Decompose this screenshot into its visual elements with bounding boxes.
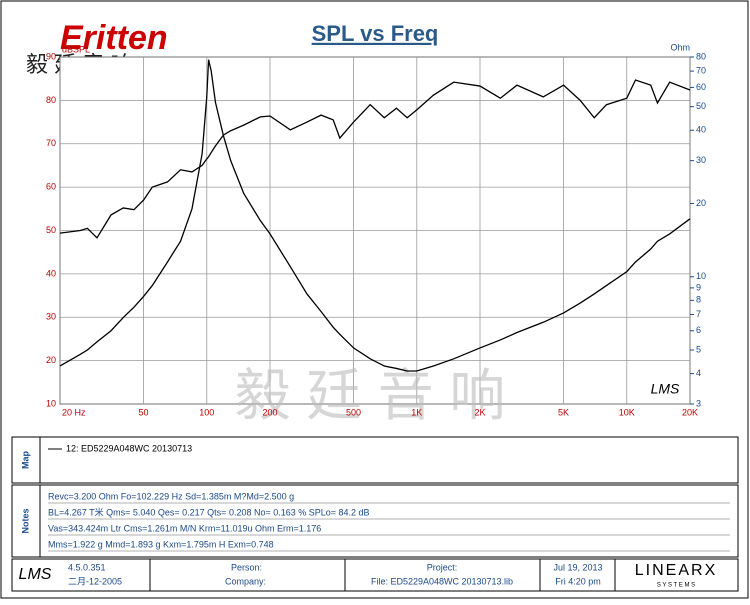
y2-tick-label: 80	[696, 51, 706, 61]
series-line	[59, 79, 691, 239]
x-tick-label: 100	[199, 407, 214, 417]
y2-tick-label: 5	[696, 344, 701, 354]
date-code: 二月-12-2005	[68, 576, 122, 586]
chart-title: SPL vs Freq	[312, 21, 439, 46]
y2-tick-label: 10	[696, 271, 706, 281]
x-tick-label: 500	[346, 407, 361, 417]
watermark: 毅 廷 音 响	[235, 364, 506, 427]
footer-logo: LMS	[19, 566, 52, 583]
x-tick-label: 5K	[558, 407, 569, 417]
y-tick-label: 40	[46, 268, 56, 278]
y-tick-label: 80	[46, 95, 56, 105]
note-line: Revc=3.200 Ohm Fo=102.229 Hz Sd=1.385m M…	[48, 491, 294, 501]
note-line: Mms=1.922 g Mmd=1.893 g Kxm=1.795m H Exm…	[48, 539, 274, 549]
y2-tick-label: 30	[696, 155, 706, 165]
map-label: Map	[20, 450, 30, 469]
y-tick-label: 70	[46, 138, 56, 148]
date: Jul 19, 2013	[553, 562, 602, 572]
x-tick-label: 20 Hz	[62, 407, 86, 417]
brand: LINEARX	[635, 562, 717, 579]
y2-tick-label: 3	[696, 398, 701, 408]
lms-mark: LMS	[651, 381, 680, 397]
legend-entry: 12: ED5229A048WC 20130713	[66, 443, 192, 453]
notes-label: Notes	[20, 508, 30, 533]
person: Person:	[231, 562, 262, 572]
y-tick-label: 20	[46, 355, 56, 365]
x-tick-label: 50	[139, 407, 149, 417]
y-tick-label: 60	[46, 182, 56, 192]
brand-sub: S Y S T E M S	[657, 583, 695, 589]
y2-tick-label: 9	[696, 282, 701, 292]
y-tick-label: 10	[46, 398, 56, 408]
y2-tick-label: 60	[696, 82, 706, 92]
map-panel	[11, 436, 739, 484]
series-line	[59, 59, 691, 372]
time: Fri 4:20 pm	[555, 576, 601, 586]
version: 4.5.0.351	[68, 562, 106, 572]
company: Company:	[225, 576, 266, 586]
y-tick-label: 90	[46, 51, 56, 61]
y2-tick-label: 50	[696, 101, 706, 111]
file: File: ED5229A048WC 20130713.lib	[371, 576, 513, 586]
y2-tick-label: 70	[696, 65, 706, 75]
y2-axis-label: Ohm	[670, 42, 690, 52]
y-tick-label: 30	[46, 312, 56, 322]
x-tick-label: 1K	[411, 407, 422, 417]
logo: Eritten	[60, 19, 168, 57]
y2-tick-label: 7	[696, 309, 701, 319]
y-axis-label: dBSPL	[62, 44, 90, 54]
note-line: BL=4.267 T米 Qms= 5.040 Qes= 0.217 Qts= 0…	[48, 506, 370, 517]
y2-tick-label: 4	[696, 368, 701, 378]
y-tick-label: 50	[46, 225, 56, 235]
y2-tick-label: 40	[696, 125, 706, 135]
y2-tick-label: 20	[696, 198, 706, 208]
y2-tick-label: 6	[696, 325, 701, 335]
footer	[11, 558, 739, 592]
y2-tick-label: 8	[696, 295, 701, 305]
x-tick-label: 2K	[474, 407, 485, 417]
x-tick-label: 20K	[682, 407, 698, 417]
note-line: Vas=343.424m Ltr Cms=1.261m M/N Krm=11.0…	[48, 523, 321, 533]
notes-panel	[11, 484, 739, 558]
x-tick-label: 10K	[619, 407, 635, 417]
project: Project:	[427, 562, 458, 572]
x-tick-label: 200	[262, 407, 277, 417]
